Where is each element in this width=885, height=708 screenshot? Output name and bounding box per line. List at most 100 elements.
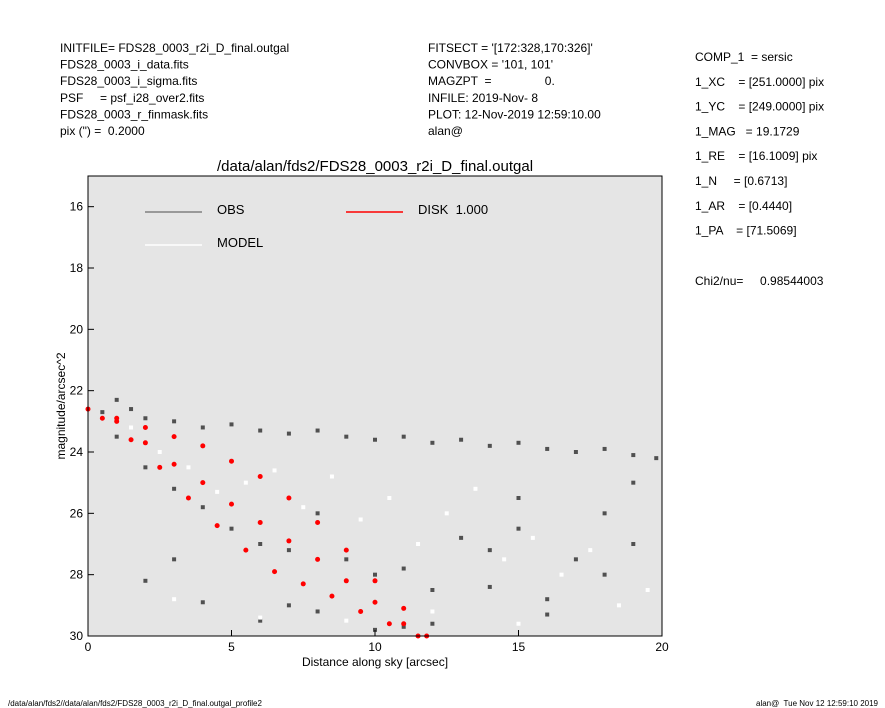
disk-point bbox=[200, 480, 206, 486]
data-point bbox=[315, 511, 320, 516]
param-line: 1_XC = [251.0000] pix bbox=[695, 75, 824, 89]
data-point bbox=[430, 588, 435, 592]
header-line: MAGZPT = 0. bbox=[428, 74, 555, 88]
x-tick-label: 20 bbox=[655, 640, 669, 654]
data-point bbox=[286, 603, 291, 608]
data-point bbox=[344, 557, 349, 562]
y-tick-label: 28 bbox=[70, 568, 84, 582]
data-point bbox=[373, 437, 377, 442]
legend-label: MODEL bbox=[217, 235, 263, 250]
data-point bbox=[530, 535, 535, 540]
data-point bbox=[602, 511, 607, 516]
data-point bbox=[631, 542, 636, 546]
data-point bbox=[430, 440, 435, 445]
data-point bbox=[301, 505, 306, 510]
y-tick-label: 24 bbox=[70, 445, 84, 459]
data-point bbox=[315, 428, 320, 433]
disk-point bbox=[257, 474, 263, 480]
disk-point bbox=[286, 538, 292, 544]
data-point bbox=[516, 621, 521, 626]
disk-point bbox=[185, 495, 191, 501]
data-point bbox=[373, 572, 377, 577]
x-tick-label: 15 bbox=[512, 640, 526, 654]
data-point bbox=[559, 572, 564, 577]
footer-left: /data/alan/fds2//data/alan/fds2/FDS28_00… bbox=[8, 699, 263, 708]
disk-point bbox=[243, 547, 249, 553]
data-point bbox=[172, 597, 177, 602]
x-axis-label: Distance along sky [arcsec] bbox=[302, 655, 448, 669]
chi2: Chi2/nu= 0.98544003 bbox=[695, 274, 824, 288]
data-point bbox=[573, 450, 578, 454]
param-line: 1_PA = [71.5069] bbox=[695, 224, 797, 238]
data-point bbox=[172, 557, 177, 562]
data-point bbox=[258, 542, 263, 546]
param-line: COMP_1 = sersic bbox=[695, 50, 793, 64]
data-point bbox=[573, 557, 578, 562]
data-point bbox=[430, 621, 435, 626]
data-point bbox=[430, 609, 435, 614]
x-tick-label: 5 bbox=[228, 640, 235, 654]
header-line: FDS28_0003_r_finmask.fits bbox=[60, 107, 208, 121]
data-point bbox=[387, 496, 392, 500]
data-point bbox=[286, 548, 291, 553]
disk-point bbox=[300, 581, 306, 587]
data-point bbox=[286, 431, 291, 436]
data-point bbox=[545, 597, 550, 602]
y-tick-label: 16 bbox=[70, 200, 84, 214]
x-tick-label: 0 bbox=[85, 640, 92, 654]
disk-point bbox=[128, 437, 134, 443]
footer-right: alan@ Tue Nov 12 12:59:10 2019 bbox=[756, 699, 879, 708]
disk-point bbox=[142, 424, 148, 430]
data-point bbox=[602, 572, 607, 577]
y-tick-label: 30 bbox=[70, 629, 84, 643]
disk-point bbox=[142, 440, 148, 446]
data-point bbox=[545, 612, 550, 617]
header-line: FITSECT = '[172:328,170:326]' bbox=[428, 41, 593, 55]
data-point bbox=[114, 434, 119, 439]
param-line: 1_YC = [249.0000] pix bbox=[695, 100, 824, 114]
plot-area bbox=[88, 176, 662, 636]
data-point bbox=[258, 615, 263, 620]
disk-point bbox=[315, 520, 321, 526]
data-point bbox=[444, 511, 449, 516]
data-point bbox=[516, 496, 521, 500]
y-tick-label: 22 bbox=[70, 384, 84, 398]
data-point bbox=[200, 600, 205, 605]
y-tick-label: 20 bbox=[70, 322, 84, 336]
data-point bbox=[229, 526, 234, 531]
data-point bbox=[100, 410, 105, 415]
data-point bbox=[459, 437, 464, 442]
header-line: INITFILE= FDS28_0003_r2i_D_final.outgal bbox=[60, 41, 289, 55]
data-point bbox=[545, 446, 550, 451]
data-point bbox=[502, 557, 507, 562]
data-point bbox=[172, 419, 177, 424]
param-line: 1_RE = [16.1009] pix bbox=[695, 149, 817, 163]
disk-point bbox=[372, 578, 378, 584]
param-line: 1_N = [0.6713] bbox=[695, 174, 787, 188]
disk-point bbox=[171, 461, 177, 467]
disk-point bbox=[214, 523, 220, 529]
data-point bbox=[459, 535, 464, 540]
disk-point bbox=[401, 621, 407, 627]
disk-point bbox=[99, 415, 105, 421]
data-point bbox=[258, 618, 263, 623]
data-point bbox=[416, 542, 421, 546]
header-line: PLOT: 12-Nov-2019 12:59:10.00 bbox=[428, 107, 601, 121]
data-point bbox=[200, 505, 205, 510]
disk-point bbox=[200, 443, 206, 449]
y-tick-label: 18 bbox=[70, 261, 84, 275]
disk-point bbox=[272, 569, 278, 575]
disk-point bbox=[229, 501, 234, 507]
data-point bbox=[487, 548, 492, 553]
data-point bbox=[229, 422, 234, 427]
data-point bbox=[373, 627, 377, 632]
param-line: 1_MAG = 19.1729 bbox=[695, 124, 800, 138]
data-point bbox=[654, 456, 659, 461]
data-point bbox=[358, 517, 363, 522]
data-point bbox=[487, 443, 492, 448]
data-point bbox=[172, 486, 177, 491]
data-point bbox=[401, 434, 406, 439]
legend-label: OBS bbox=[217, 202, 245, 217]
